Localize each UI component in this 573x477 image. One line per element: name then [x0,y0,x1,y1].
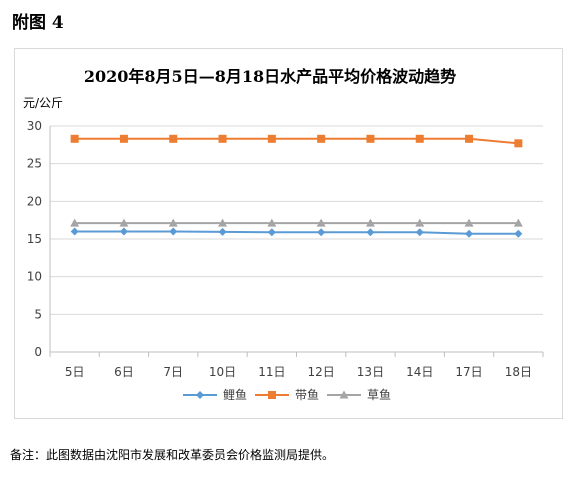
data-point [514,229,523,238]
data-point [267,228,276,237]
y-axis-unit-label: 元/公斤 [23,96,64,110]
x-tick-label: 17日 [455,365,482,379]
legend-label: 鲤鱼 [223,388,247,402]
y-tick-label: 0 [34,345,42,359]
data-point [415,228,424,237]
x-tick-label: 6日 [114,365,134,379]
x-tick-label: 18日 [505,365,532,379]
legend-marker [268,391,276,399]
legend-label: 带鱼 [295,388,319,402]
y-tick-label: 15 [27,232,42,246]
chart-frame [14,48,563,419]
legend-label: 草鱼 [367,388,391,402]
x-tick-label: 14日 [406,365,433,379]
data-point [169,227,178,236]
data-point [366,228,375,237]
x-tick-label: 12日 [308,365,335,379]
data-point [119,134,128,143]
data-point [218,134,227,143]
data-point [465,134,474,143]
data-point [119,227,128,236]
data-point [218,227,227,236]
data-point [267,218,277,227]
figure-heading: 附图 4 [12,13,64,33]
data-point [267,134,276,143]
footnote: 备注：此图数据由沈阳市发展和改革委员会价格监测局提供。 [10,448,335,462]
data-point [415,134,424,143]
data-point [317,134,326,143]
data-point [168,218,178,227]
legend-marker [196,391,204,399]
y-tick-label: 5 [34,307,42,321]
y-tick-label: 20 [27,194,42,208]
x-tick-label: 5日 [65,365,85,379]
data-point [415,218,425,227]
data-point [218,218,228,227]
data-point [317,228,326,237]
legend-marker [339,390,349,399]
y-tick-label: 30 [27,119,42,133]
series-line [74,137,519,145]
data-point [70,134,79,143]
y-tick-label: 25 [27,157,42,171]
data-point [464,218,474,227]
data-point [70,218,80,227]
data-point [465,229,474,238]
series-line [74,230,519,235]
data-point [169,134,178,143]
chart-title: 2020年8月5日—8月18日水产品平均价格波动趋势 [83,67,457,86]
data-point [365,218,375,227]
data-point [514,139,523,148]
data-point [513,218,523,227]
data-point [70,227,79,236]
x-tick-label: 7日 [163,365,183,379]
x-tick-label: 10日 [209,365,236,379]
data-point [366,134,375,143]
y-tick-label: 10 [27,270,42,284]
x-tick-label: 11日 [258,365,285,379]
data-point [119,218,129,227]
data-point [316,218,326,227]
x-tick-label: 13日 [357,365,384,379]
